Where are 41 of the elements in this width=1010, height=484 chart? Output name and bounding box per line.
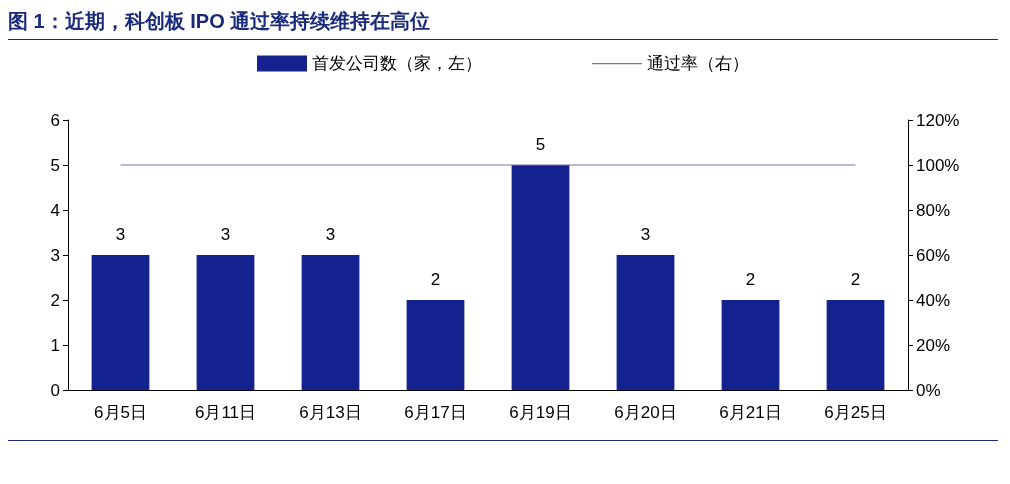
y2-tick-label: 0% bbox=[916, 380, 941, 400]
data-label: 2 bbox=[745, 270, 756, 289]
y-tick-label: 5 bbox=[50, 155, 60, 175]
bar bbox=[196, 255, 255, 390]
y-tick-label: 0 bbox=[50, 380, 60, 400]
y2-tick-label: 120% bbox=[916, 110, 960, 130]
x-tick-label: 6月19日 bbox=[509, 403, 572, 422]
legend-label: 首发公司数（家，左） bbox=[312, 54, 482, 73]
x-tick-label: 6月25日 bbox=[824, 403, 887, 422]
x-tick-label: 6月20日 bbox=[614, 403, 677, 422]
data-label: 3 bbox=[115, 225, 126, 244]
y2-tick-label: 60% bbox=[916, 245, 951, 265]
y2-tick-label: 80% bbox=[916, 200, 951, 220]
y-tick-label: 4 bbox=[50, 200, 60, 220]
data-label: 3 bbox=[325, 225, 336, 244]
bar bbox=[616, 255, 675, 390]
data-label: 3 bbox=[640, 225, 651, 244]
y-tick-label: 3 bbox=[50, 245, 60, 265]
bar bbox=[826, 300, 885, 390]
x-tick-label: 6月13日 bbox=[299, 403, 362, 422]
x-tick-label: 6月5日 bbox=[94, 403, 147, 422]
data-label: 3 bbox=[220, 225, 231, 244]
bar bbox=[721, 300, 780, 390]
legend-label: 通过率（右） bbox=[647, 54, 749, 73]
data-label: 5 bbox=[535, 135, 546, 154]
y2-tick-label: 20% bbox=[916, 335, 951, 355]
bar bbox=[301, 255, 360, 390]
data-label: 2 bbox=[430, 270, 441, 289]
data-label: 2 bbox=[850, 270, 861, 289]
x-tick-label: 6月21日 bbox=[719, 403, 782, 422]
bar bbox=[406, 300, 465, 390]
y-tick-label: 6 bbox=[50, 110, 60, 130]
y2-tick-label: 100% bbox=[916, 155, 960, 175]
y-tick-label: 1 bbox=[50, 335, 60, 355]
bar bbox=[511, 165, 570, 390]
bar bbox=[91, 255, 150, 390]
x-tick-label: 6月17日 bbox=[404, 403, 467, 422]
y2-tick-label: 40% bbox=[916, 290, 951, 310]
chart-title: 图 1：近期，科创板 IPO 通过率持续维持在高位 bbox=[8, 8, 998, 40]
x-tick-label: 6月11日 bbox=[194, 403, 257, 422]
y-tick-label: 2 bbox=[50, 290, 60, 310]
